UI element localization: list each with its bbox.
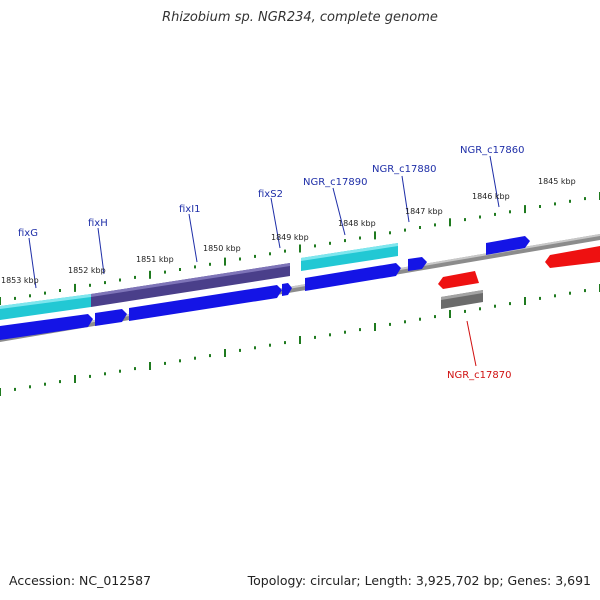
- cds-fixI1[interactable]: [129, 285, 282, 321]
- gene-label-fixI1: fixI1: [179, 204, 201, 215]
- feature-NGR_c17890[interactable]: [301, 243, 398, 271]
- cds-NGR_c17880[interactable]: [408, 257, 427, 271]
- lower-scale-ruler: [0, 284, 600, 396]
- gene-label-fixH: fixH: [88, 218, 108, 229]
- tick-label: 1846 kbp: [472, 192, 510, 201]
- tick-label: 1851 kbp: [136, 255, 174, 264]
- map-title: Rhizobium sp. NGR234, complete genome: [162, 10, 438, 25]
- upper-scale-ruler: [0, 192, 600, 305]
- gene-label-fixS2: fixS2: [258, 189, 283, 200]
- tick-label: 1849 kbp: [271, 233, 309, 242]
- cds-NGR_c17870[interactable]: [438, 271, 479, 289]
- tick-label: 1852 kbp: [68, 266, 106, 275]
- cds-NGR_c17890[interactable]: [305, 263, 401, 291]
- feature-fixH-fixI1-top: [91, 263, 290, 297]
- tick-label: 1847 kbp: [405, 207, 443, 216]
- feature-fixG[interactable]: [0, 294, 91, 320]
- gene-label-fixG: fixG: [18, 228, 38, 239]
- cds-fixS2[interactable]: [282, 283, 292, 296]
- cds-NGR_c17860[interactable]: [486, 236, 530, 255]
- feature-NGR_c17890-top: [301, 243, 398, 261]
- feature-fixG-top: [0, 294, 91, 309]
- tick-label: 1850 kbp: [203, 244, 241, 253]
- accession-text: Accession: NC_012587: [9, 573, 152, 588]
- cds-fixG[interactable]: [0, 314, 93, 340]
- gene-label-NGR_c17890: NGR_c17890: [303, 177, 368, 188]
- gene-label-NGR_c17880: NGR_c17880: [372, 164, 437, 175]
- gene-label-NGR_c17860: NGR_c17860: [460, 145, 525, 156]
- tick-label: 1848 kbp: [338, 219, 376, 228]
- tick-label: 1845 kbp: [538, 177, 576, 186]
- topology-text: Topology: circular; Length: 3,925,702 bp…: [247, 573, 591, 588]
- feature-fixH-fixI1[interactable]: [91, 263, 290, 307]
- scale-tick-labels: 1853 kbp 1852 kbp 1851 kbp 1850 kbp 1849…: [1, 177, 576, 285]
- tick-label: 1853 kbp: [1, 276, 39, 285]
- gene-label-lines: [28, 155, 500, 367]
- gene-labels: fixG fixH fixI1 fixS2 NGR_c17890 NGR_c17…: [18, 145, 525, 381]
- gene-label-NGR_c17870: NGR_c17870: [447, 370, 512, 381]
- cds-minus-right[interactable]: [545, 246, 600, 268]
- feature-NGR_c17870-top: [441, 290, 483, 300]
- cds-fixH[interactable]: [95, 309, 127, 326]
